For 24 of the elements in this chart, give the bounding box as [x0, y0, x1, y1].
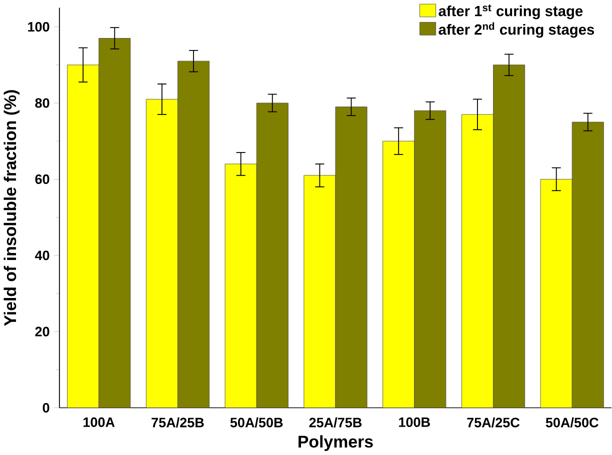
bar — [304, 175, 336, 408]
bar — [461, 114, 494, 408]
bar — [67, 64, 100, 408]
legend-label: after 2$^{nd}$ curing stages — [438, 22, 594, 38]
y-tick-label: 60 — [35, 174, 50, 184]
bar — [146, 99, 178, 408]
x-tick-label: 25A/75B — [309, 418, 362, 428]
y-tick-label: 0 — [42, 403, 50, 413]
x-tick-label: 50A/50B — [230, 418, 283, 428]
legend-label: after 1$^{st}$ curing stage — [438, 4, 583, 20]
x-tick-label: 75A/25B — [152, 418, 204, 428]
bar — [224, 164, 257, 408]
bar — [382, 141, 415, 408]
y-tick-label: 40 — [34, 250, 50, 260]
x-tick-label: 75A/25C — [467, 418, 520, 428]
x-axis-title: Polymers — [298, 435, 373, 452]
y-tick-label: 100 — [28, 22, 50, 32]
y-tick-label: 20 — [35, 326, 50, 337]
y-axis-title: Yield of insoluble fraction (%) — [4, 90, 20, 326]
x-tick-label: 50A/50C — [546, 418, 598, 428]
y-tick-label: 80 — [35, 98, 50, 108]
x-tick-label: 100B — [399, 418, 430, 428]
bar — [540, 179, 572, 408]
x-tick-label: 100A — [84, 418, 115, 428]
